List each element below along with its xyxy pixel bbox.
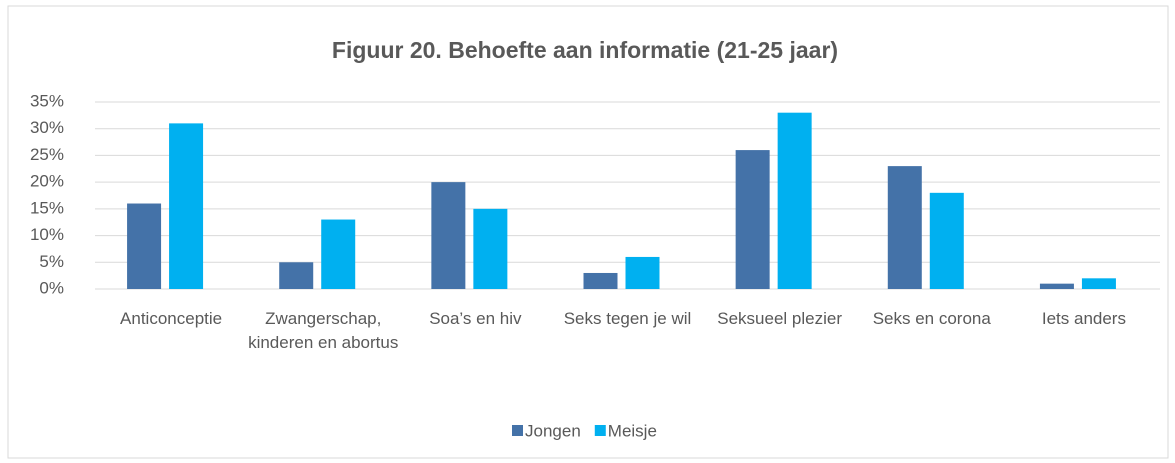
x-tick-label: Anticonceptie (120, 309, 223, 328)
bar (127, 203, 162, 289)
bar (625, 256, 660, 289)
bar (735, 150, 770, 289)
chart-title: Figuur 20. Behoefte aan informatie (21-2… (332, 37, 838, 63)
bar (279, 262, 314, 289)
legend-swatch (512, 425, 523, 436)
bar (777, 112, 812, 289)
y-tick-label: 30% (30, 118, 64, 137)
legend-label: Meisje (608, 421, 657, 440)
bar (1039, 283, 1074, 289)
y-tick-label: 10% (30, 225, 64, 244)
y-tick-label: 35% (30, 91, 64, 110)
y-tick-label: 0% (39, 278, 64, 297)
y-tick-label: 25% (30, 145, 64, 164)
x-tick-label: Zwangerschap, kinderen en abortus (248, 309, 399, 352)
bar (929, 192, 964, 289)
x-tick-label: Seks tegen je wil (563, 309, 692, 328)
legend-swatch (594, 425, 606, 436)
y-tick-label: 5% (39, 252, 64, 271)
y-tick-label: 15% (30, 198, 64, 217)
bar (169, 123, 204, 289)
bar (431, 182, 466, 289)
bar (583, 272, 618, 289)
x-tick-label: Iets anders (1041, 309, 1126, 328)
legend-label: Jongen (525, 421, 581, 440)
x-tick-label: Seksueel plezier (717, 309, 842, 328)
x-tick-label: Soa’s en hiv (429, 309, 522, 328)
y-tick-label: 20% (30, 172, 64, 191)
bar (473, 208, 508, 289)
bar (1081, 278, 1116, 289)
bar (887, 166, 922, 289)
bar (321, 219, 356, 289)
x-tick-label: Seks en corona (872, 309, 991, 328)
